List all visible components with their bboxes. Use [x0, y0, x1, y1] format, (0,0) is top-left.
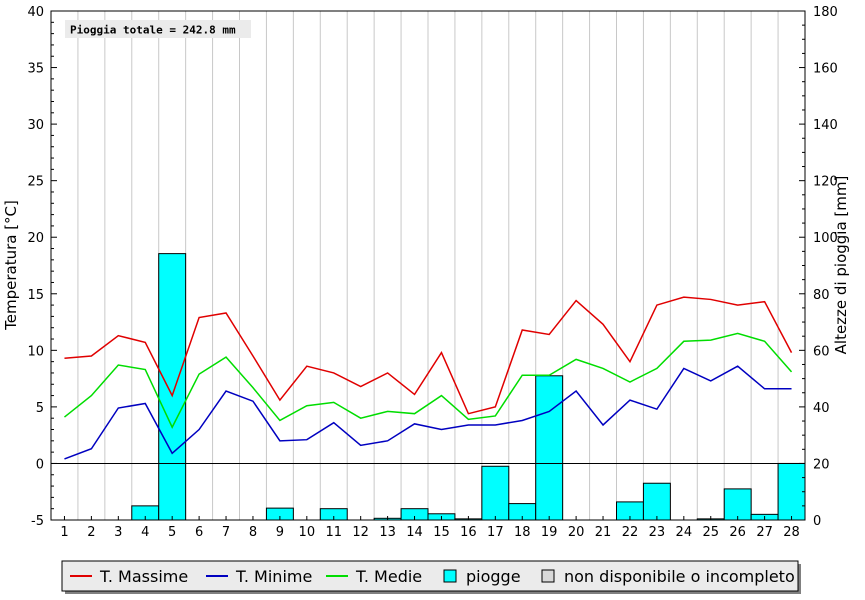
rain-bar: [535, 375, 564, 521]
legend-label: T. Medie: [355, 567, 422, 586]
rain-bars: [131, 253, 806, 521]
legend-box: [61, 560, 799, 592]
left-tick-label: 15: [27, 288, 44, 303]
legend-box-swatch: [541, 569, 555, 583]
x-tick-label: 14: [406, 525, 423, 540]
vertical-grid: [77, 11, 779, 520]
x-tick-label: 12: [352, 525, 369, 540]
x-tick-label: 6: [195, 525, 203, 540]
legend: T. Massime T. Minime T. Medie piogge non dis…: [61, 560, 801, 594]
x-tick-label: 18: [514, 525, 531, 540]
left-axis-title: Temperatura [°C]: [2, 200, 20, 331]
right-tick-label: 60: [813, 344, 830, 359]
right-tick-label: 20: [813, 457, 830, 472]
left-axis: -5 0 5 10 15 20 25 30 35 40: [27, 5, 57, 529]
temperature-lines: [63, 296, 793, 460]
left-tick-label: 35: [27, 62, 44, 77]
x-tick-label: 8: [249, 525, 257, 540]
legend-box-swatch: [443, 569, 457, 583]
x-tick-label: 15: [433, 525, 450, 540]
rain-bar: [642, 482, 671, 521]
left-tick-label: 40: [27, 5, 44, 20]
right-tick-label: 120: [813, 175, 838, 190]
right-axis-title: Altezze di pioggia [mm]: [832, 176, 850, 355]
x-tick-label: 1: [60, 525, 68, 540]
right-tick-label: 80: [813, 288, 830, 303]
right-axis: 0 20 40 60 80 100 120 140 160 180: [799, 5, 838, 529]
right-tick-label: 160: [813, 62, 838, 77]
rain-bar: [481, 465, 510, 521]
series-line-t-massime: [64, 296, 793, 415]
rain-bar: [777, 462, 806, 521]
x-tick-label: 16: [460, 525, 477, 540]
x-tick-label: 23: [649, 525, 666, 540]
x-tick-label: 13: [379, 525, 396, 540]
x-tick-label: 10: [299, 525, 316, 540]
x-tick-label: 27: [756, 525, 773, 540]
series-line-t-minime: [64, 365, 792, 460]
x-tick-label: 11: [325, 525, 342, 540]
x-tick-label: 20: [568, 525, 585, 540]
x-tick-label: 25: [702, 525, 719, 540]
right-tick-label: 100: [813, 231, 838, 246]
left-tick-label: 0: [36, 457, 44, 472]
left-tick-label: 10: [27, 344, 44, 359]
x-tick-label: 21: [595, 525, 612, 540]
left-tick-label: 25: [27, 175, 44, 190]
legend-label: T. Minime: [235, 567, 312, 586]
x-tick-label: 4: [141, 525, 149, 540]
x-tick-label: 9: [276, 525, 284, 540]
series-line-t-medie: [63, 332, 793, 429]
left-tick-label: 30: [27, 118, 44, 133]
x-tick-label: 3: [114, 525, 122, 540]
right-tick-label: 0: [813, 514, 821, 529]
x-tick-label: 26: [729, 525, 746, 540]
right-tick-label: 180: [813, 5, 838, 20]
x-tick-label: 7: [222, 525, 230, 540]
x-tick-label: 28: [783, 525, 800, 540]
x-tick-label: 17: [487, 525, 504, 540]
x-axis: 1 2 3 4 5 6 7 8 9 10 11 12 13 14 15 16 17 18 19 20 21 22 23 24 2…: [60, 516, 800, 540]
x-tick-label: 19: [541, 525, 558, 540]
x-tick-label: 2: [87, 525, 95, 540]
rain-bar: [158, 253, 187, 521]
x-tick-label: 5: [168, 525, 176, 540]
x-tick-label: 22: [622, 525, 639, 540]
right-tick-label: 40: [813, 401, 830, 416]
legend-label: non disponibile o incompleto: [564, 567, 795, 586]
left-tick-label: -5: [31, 514, 44, 529]
x-tick-label: 24: [676, 525, 693, 540]
left-tick-label: 20: [27, 231, 44, 246]
legend-label: piogge: [466, 567, 521, 586]
left-tick-label: 5: [36, 401, 44, 416]
annotation-text: Pioggia totale = 242.8 mm: [70, 24, 236, 37]
legend-label: T. Massime: [99, 567, 188, 586]
right-tick-label: 140: [813, 118, 838, 133]
rain-bar: [723, 488, 752, 521]
annotation-box: Pioggia totale = 242.8 mm: [65, 20, 251, 38]
